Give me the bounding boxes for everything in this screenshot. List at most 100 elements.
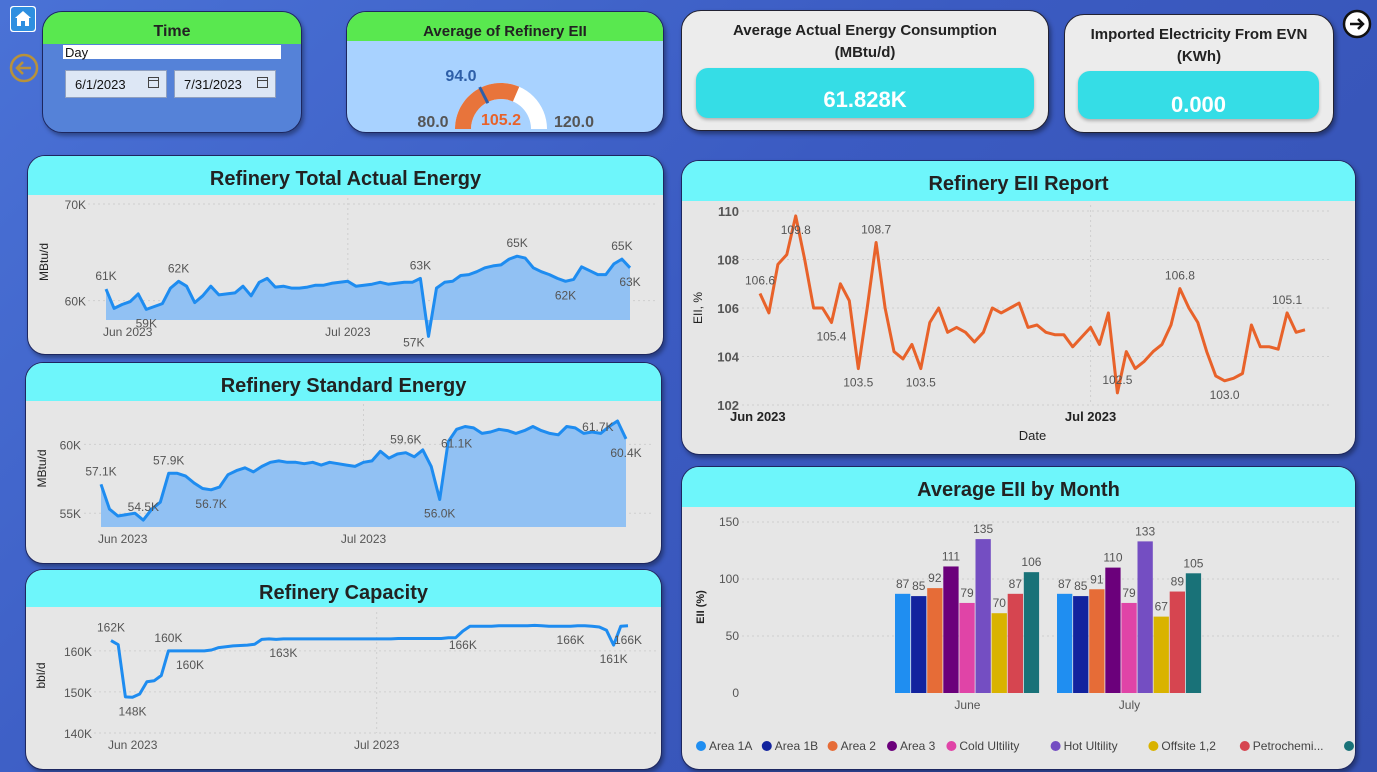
time-filter-header: Time <box>43 12 301 44</box>
data-label: 65K <box>506 236 527 250</box>
time-filter-title: Time <box>153 23 191 40</box>
eii-by-month-header: Average EII by Month <box>682 467 1355 507</box>
eii-report-chart: 102 104 106 108 110 Jun 2023 Jul 2023 EII, % Dat… <box>691 204 1330 443</box>
bar <box>991 613 1007 693</box>
legend-label: Area 1A <box>709 739 752 753</box>
bar <box>1169 591 1185 693</box>
time-filter-card: Time Day 6/1/2023 7/31/2023 <box>42 11 302 133</box>
kpi-energy-card: Average Actual Energy Consumption (MBtu/… <box>681 10 1049 131</box>
calendar-icon[interactable] <box>257 77 268 88</box>
legend-item[interactable]: Cold Ultility <box>946 739 1019 753</box>
bar-value-label: 87 <box>896 577 910 591</box>
data-label: 57.9K <box>153 453 184 467</box>
legend-item[interactable]: Refinery EII <box>1344 739 1356 753</box>
data-label: 102.5 <box>1102 373 1132 387</box>
end-date-input[interactable]: 7/31/2023 <box>174 70 276 98</box>
bar-value-label: 79 <box>960 586 974 600</box>
eii-gauge-card: Average of Refinery EII 94.0 80.0 120.0 … <box>346 11 664 133</box>
data-label: 61K <box>95 269 116 283</box>
legend-dot <box>887 741 897 751</box>
bar <box>911 596 927 693</box>
bar-value-label: 135 <box>973 522 993 536</box>
y-tick-label: 60K <box>60 438 81 452</box>
y-tick-label: 110 <box>718 204 739 219</box>
total-actual-energy-chart: 60K 70K Jun 2023 Jul 2023 MBtu/d 61K 59K 62K 57K… <box>37 198 658 349</box>
kpi-energy-title: Average Actual Energy Consumption (MBtu/… <box>733 22 997 61</box>
y-axis-label: bbl/d <box>34 662 48 688</box>
bar <box>1137 541 1153 693</box>
x-tick-label: Jun 2023 <box>108 738 158 752</box>
bar-value-label: 110 <box>1103 551 1122 565</box>
legend-dot <box>1239 741 1250 751</box>
data-label: 59.6K <box>390 433 421 447</box>
data-label: 61.1K <box>441 436 472 450</box>
data-label: 160K <box>154 631 182 645</box>
legend-item[interactable]: Area 2 <box>827 739 877 753</box>
legend-label: Offsite 1,2 <box>1161 739 1216 753</box>
date-level-label: Day <box>63 45 281 60</box>
legend-item[interactable]: Offsite 1,2 <box>1148 739 1216 753</box>
next-arrow-icon <box>1342 9 1372 39</box>
x-tick-label: July <box>1119 698 1140 712</box>
y-tick-label: 55K <box>60 507 81 521</box>
bar-value-label: 106 <box>1021 555 1041 569</box>
bar-value-label: 91 <box>1090 572 1104 586</box>
x-tick-label: Jul 2023 <box>325 325 371 339</box>
legend-label: Hot Ultility <box>1064 739 1118 753</box>
data-label: 109.8 <box>781 223 811 237</box>
kpi-electricity-card: Imported Electricity From EVN (KWh) 0.00… <box>1064 14 1334 133</box>
y-tick-label: 150K <box>64 686 92 700</box>
x-axis-label: Date <box>1019 428 1046 443</box>
standard-energy-header: Refinery Standard Energy <box>26 363 661 401</box>
standard-energy-chart: 55K 60K Jun 2023 Jul 2023 MBtu/d 57.1K 54.5K 57… <box>35 404 652 546</box>
data-label: 160K <box>176 658 204 672</box>
calendar-icon[interactable] <box>148 77 159 88</box>
data-label: 57.1K <box>85 464 116 478</box>
eii-report-panel: Refinery EII Report 102 104 106 108 110 Jun 2… <box>681 160 1356 455</box>
x-tick-label: June <box>954 698 980 712</box>
y-axis-label: MBtu/d <box>37 243 51 281</box>
legend-item[interactable]: Area 1A <box>696 739 752 753</box>
data-label: 148K <box>119 704 147 718</box>
legend-label: Area 3 <box>900 739 936 753</box>
legend-item[interactable]: Hot Ultility <box>1050 739 1118 753</box>
data-label: 162K <box>97 621 125 635</box>
standard-energy-title: Refinery Standard Energy <box>220 375 467 397</box>
x-tick-label: Jun 2023 <box>730 409 786 424</box>
y-tick-label: 50 <box>726 629 740 643</box>
bar <box>1105 567 1121 693</box>
eii-gauge-title: Average of Refinery EII <box>423 23 587 40</box>
bar <box>959 602 975 693</box>
legend-item[interactable]: Area 1B <box>761 739 818 753</box>
eii-gauge-header: Average of Refinery EII <box>347 12 663 41</box>
series-line <box>758 214 1306 395</box>
x-tick-label: Jun 2023 <box>98 532 148 546</box>
data-label: 62K <box>168 261 189 275</box>
bar-value-label: 105 <box>1183 556 1203 570</box>
start-date-input[interactable]: 6/1/2023 <box>65 70 167 98</box>
legend-label: Area 2 <box>841 739 877 753</box>
eii-gauge-chart: 94.0 80.0 120.0 105.2 <box>417 68 594 131</box>
series-line <box>99 419 628 522</box>
eii-by-month-title: Average EII by Month <box>917 479 1120 501</box>
legend-item[interactable]: Petrochemi... <box>1239 739 1324 753</box>
date-level-text: Day <box>65 45 89 60</box>
bar-value-label: 92 <box>928 571 942 585</box>
y-axis-label: EII, % <box>691 292 705 324</box>
bar <box>927 588 943 693</box>
data-label: 163K <box>269 646 297 660</box>
capacity-chart: 140K 150K 160K Jun 2023 Jul 2023 bbl/d 162K 148… <box>34 612 656 752</box>
back-button[interactable] <box>8 52 40 84</box>
data-label: 56.0K <box>424 506 455 520</box>
gauge-fill <box>455 82 520 129</box>
legend-label: Area 1B <box>775 739 818 753</box>
home-button[interactable] <box>10 6 36 32</box>
legend-item[interactable]: Area 3 <box>887 739 936 753</box>
data-label: 106.6 <box>745 273 775 287</box>
y-tick-label: 108 <box>717 253 739 268</box>
y-tick-label: 102 <box>717 398 739 413</box>
next-button[interactable] <box>1342 9 1372 39</box>
data-label: 62K <box>555 288 576 302</box>
y-tick-label: 150 <box>719 515 739 529</box>
bar-value-label: 87 <box>1009 577 1023 591</box>
